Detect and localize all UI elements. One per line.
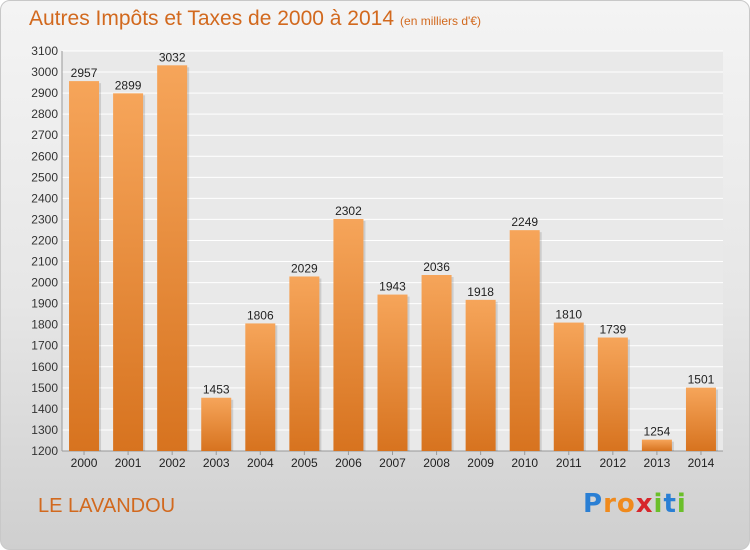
x-tick-label: 2005 [291,456,318,470]
x-tick-label: 2004 [247,456,274,470]
chart-title-text: Autres Impôts et Taxes de 2000 à 2014 [29,7,395,30]
bar [421,275,452,451]
logo-letter: i [653,489,664,519]
x-tick-label: 2006 [335,456,362,470]
bar [597,337,628,451]
bar-value-label: 2899 [115,78,142,92]
x-tick-label: 2012 [599,456,626,470]
bar-value-label: 2302 [335,204,362,218]
y-tick-label: 1400 [31,402,58,416]
bar [245,323,276,451]
y-tick-label: 2700 [31,128,58,142]
logo-letter: r [603,489,617,519]
bar-value-label: 3032 [159,50,186,64]
bar-value-label: 2957 [71,66,98,80]
x-tick-label: 2002 [159,456,186,470]
bar [377,294,408,451]
y-tick-label: 1600 [31,360,58,374]
x-tick-label: 2013 [644,456,671,470]
x-tick-label: 2009 [467,456,494,470]
bar [509,230,540,451]
bar-value-label: 1453 [203,383,230,397]
bar-value-label: 2029 [291,261,318,275]
y-tick-label: 1900 [31,297,58,311]
y-tick-label: 1200 [31,444,58,458]
y-tick-label: 2000 [31,276,58,290]
x-tick-label: 2000 [71,456,98,470]
proxiti-logo[interactable]: Proxiti [583,489,687,519]
y-tick-label: 3100 [31,44,58,58]
place-name: LE LAVANDOU [38,495,176,517]
bar-value-label: 1810 [555,308,582,322]
bar [685,387,716,451]
x-tick-label: 2011 [556,456,582,470]
y-tick-label: 2300 [31,212,58,226]
x-tick-label: 2007 [379,456,406,470]
x-tick-label: 2008 [423,456,450,470]
logo-letter: P [583,489,604,519]
bar [333,219,364,451]
logo-letter: o [616,489,636,519]
y-tick-label: 2600 [31,149,58,163]
chart-title-unit: (en milliers d'€) [400,14,482,28]
chart-title: Autres Impôts et Taxes de 2000 à 2014 (en… [29,7,481,31]
bar [157,65,188,451]
bar [641,439,672,451]
bar [113,93,144,451]
bar-value-label: 1254 [644,425,671,439]
bar-value-label: 1806 [247,308,274,322]
x-tick-label: 2014 [688,456,715,470]
bar-value-label: 2036 [423,260,450,274]
bar-value-label: 1918 [467,285,494,299]
y-tick-label: 1700 [31,339,58,353]
bar [201,397,232,451]
bar [289,276,320,451]
bar [465,299,496,451]
y-tick-label: 1500 [31,381,58,395]
bar-value-label: 1739 [599,323,626,337]
y-tick-label: 2500 [31,170,58,184]
y-tick-label: 2100 [31,255,58,269]
y-tick-label: 2200 [31,233,58,247]
x-tick-label: 2003 [203,456,230,470]
y-tick-label: 2800 [31,107,58,121]
x-tick-label: 2010 [511,456,538,470]
y-tick-label: 2900 [31,86,58,100]
logo-letter: x [635,489,654,519]
x-tick-label: 2001 [115,456,142,470]
y-tick-label: 2400 [31,191,58,205]
logo-letter: i [676,489,687,519]
bar [553,322,584,451]
y-tick-label: 3000 [31,65,58,79]
bar-value-label: 1943 [379,280,406,294]
y-tick-label: 1800 [31,318,58,332]
logo-letter: t [663,489,677,519]
bar-value-label: 2249 [511,215,538,229]
y-tick-label: 1300 [31,423,58,437]
bar [69,81,100,452]
bar-value-label: 1501 [688,373,715,387]
